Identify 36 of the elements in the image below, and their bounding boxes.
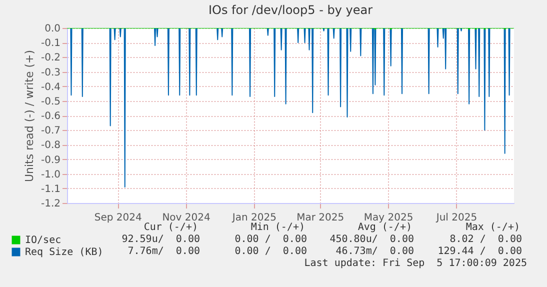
text: Last update: Fri Sep 5 17:00:09 2025	[304, 258, 527, 269]
x-tick-label: Jan 2025	[231, 212, 276, 224]
x-tick-label: Mar 2025	[296, 212, 344, 224]
x-tick-label: Nov 2024	[162, 212, 210, 224]
text: 450.80u/ 0.00	[330, 234, 414, 245]
x-tick-label: Jul 2025	[435, 212, 478, 224]
y-tick-label: -0.5	[40, 96, 60, 108]
y-tick-label: 0.0	[44, 24, 60, 34]
y-axis-title: Units read (-) / write (+)	[22, 50, 36, 182]
text: 0.00 / 0.00	[234, 246, 307, 257]
y-tick-label: -0.3	[40, 67, 60, 78]
legend-label: IO/sec	[25, 235, 62, 246]
text: 8.02 / 0.00	[450, 234, 522, 245]
text: 92.59u/ 0.00	[122, 234, 200, 245]
y-tick-label: -0.4	[40, 82, 60, 93]
text: 129.44 / 0.00	[438, 246, 522, 257]
text: 0.00 / 0.00	[234, 234, 307, 245]
text: 46.73m/ 0.00	[336, 246, 414, 257]
text: Avg (-/+)	[358, 222, 412, 233]
text: 7.76m/ 0.00	[128, 246, 200, 257]
y-tick-label: -1.1	[40, 184, 60, 195]
y-tick-label: -1.2	[40, 198, 60, 210]
x-tick-label: May 2025	[364, 212, 414, 224]
y-tick-label: -0.1	[40, 38, 60, 50]
chart-title: IOs for /dev/loop5 - by year	[208, 3, 373, 17]
y-tick-label: -0.2	[40, 52, 60, 64]
y-tick-label: -0.7	[40, 126, 60, 137]
y-tick-label: -0.6	[40, 111, 60, 122]
text: Cur (-/+)	[144, 222, 198, 233]
text: Min (-/+)	[250, 222, 305, 233]
legend-label: Req Size (KB)	[25, 247, 104, 258]
y-tick-label: -0.8	[40, 140, 60, 152]
y-tick-label: -1.0	[40, 169, 60, 180]
y-tick-label: -0.9	[40, 154, 60, 166]
text: Max (-/+)	[466, 222, 520, 233]
x-tick-label: Sep 2024	[94, 212, 142, 224]
